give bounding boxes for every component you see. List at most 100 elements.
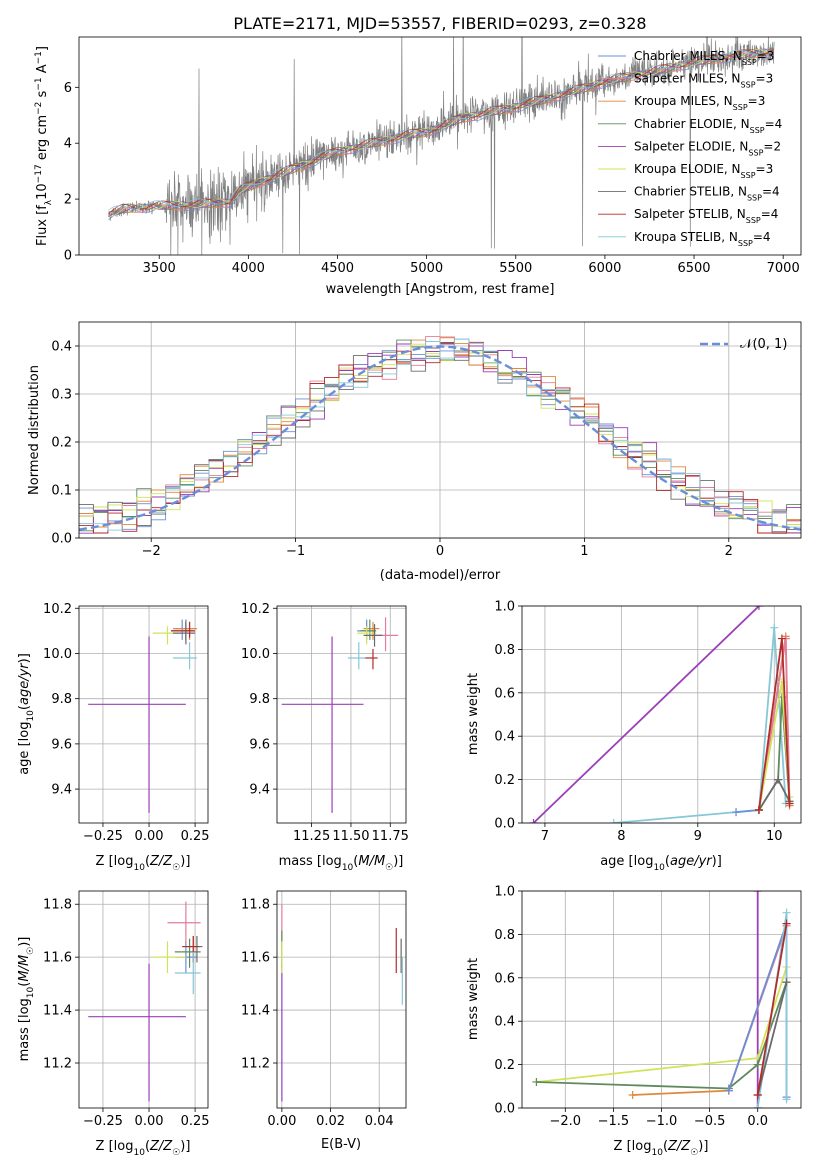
label-part: E(B-V) [321, 1137, 361, 1152]
legend-label: Kroupa STELIB, NSSP=4 [634, 230, 771, 248]
x-axis-label: (data-model)/error [380, 568, 501, 583]
weight-marker [785, 799, 794, 808]
weight-marker [770, 623, 779, 632]
weight-marker [753, 891, 762, 895]
label-part: age/yr [670, 854, 713, 869]
y-tick-label: 0.4 [494, 1015, 515, 1030]
y-tick-label: 9.8 [249, 692, 270, 707]
label-part: Z/Z [149, 1139, 173, 1154]
axes-frame [521, 605, 802, 824]
label-part: Kroupa MILES, N [634, 94, 733, 108]
y-tick-label: 0.0 [494, 817, 515, 832]
y-axis-label: mass weight [466, 958, 481, 1040]
plot-area [532, 891, 791, 1108]
label-part: age [log [600, 854, 653, 869]
weight-marker [782, 919, 791, 928]
label-part: Z [log [96, 1139, 134, 1154]
x-axis-label: Z [log10(Z/Z☉)] [96, 1139, 191, 1158]
x-tick-label: −1.0 [646, 1114, 678, 1129]
x-tick-label: 0.25 [181, 829, 210, 844]
label-part: Salpeter MILES, N [634, 72, 741, 86]
label-part: Z [log [614, 1139, 652, 1154]
label-part: SSP [742, 58, 757, 67]
label-part: s [35, 90, 50, 101]
y-tick-label: 11.6 [43, 951, 72, 966]
label-part: =3 [757, 49, 775, 63]
model-line-kroupa-miles [108, 48, 774, 214]
y-tick-label: 0.1 [51, 484, 72, 499]
label-part: SSP [747, 193, 762, 202]
weight-marker [724, 1086, 733, 1095]
y-tick-label: 11.8 [241, 898, 270, 913]
legend-label: Salpeter STELIB, NSSP=4 [634, 207, 778, 225]
y-tick-label: 11.4 [43, 1004, 72, 1019]
y-tick-label: 10.0 [43, 647, 72, 662]
legend-label: Salpeter MILES, NSSP=3 [634, 72, 773, 90]
y-tick-label: 10.0 [241, 647, 270, 662]
legend-label: Chabrier MILES, NSSP=3 [634, 49, 774, 67]
weight-marker [777, 634, 786, 643]
y-tick-label: 10.2 [241, 602, 270, 617]
legend-label: Kroupa ELODIE, NSSP=3 [634, 162, 773, 180]
y-tick-label: 0.4 [51, 340, 72, 355]
x-tick-label: 11.75 [372, 829, 409, 844]
label-part: 10 [26, 986, 36, 998]
grid [277, 606, 406, 823]
label-part: =3 [756, 72, 774, 86]
weight-marker [628, 1090, 637, 1099]
x-tick-label: 0.00 [135, 829, 164, 844]
label-part: Salpeter STELIB, N [634, 207, 746, 221]
label-part: mass [log [17, 998, 32, 1061]
axes-age-vs-Z: −0.25 0.00 0.259.49.69.810.010.2Z [log10(Z… [17, 602, 210, 873]
label-part: Chabrier MILES, N [634, 49, 742, 63]
label-part: wavelength [Angstrom, rest frame] [326, 282, 555, 297]
weight-line [756, 923, 788, 1096]
y-tick-label: 0.8 [494, 643, 515, 658]
y-tick-label: 11.2 [241, 1057, 270, 1072]
y-axis-label: Normed distribution [27, 365, 42, 495]
weight-line [536, 981, 788, 1090]
axes-frame [276, 605, 407, 824]
label-part: SSP [750, 125, 765, 134]
label-part: ☉ [172, 863, 180, 873]
plot-area [79, 336, 801, 534]
label-part: mass [log [279, 854, 342, 869]
gaussian-curve [79, 345, 801, 531]
weight-marker [754, 805, 763, 814]
x-tick-label: −1 [286, 544, 305, 559]
x-tick-label: 7 [541, 829, 549, 844]
label-part: )] [393, 854, 403, 869]
label-part: mass weight [466, 673, 481, 755]
grid [79, 891, 208, 1108]
x-tick-label: −0.25 [83, 1114, 123, 1129]
y-tick-label: 0.2 [51, 436, 72, 451]
model-line-salpeter-elodie [108, 48, 774, 215]
axes-mass-vs-ebv: 0.00 0.02 0.04 11.2 11.4 11.6 11.8 E(B-V) [241, 890, 407, 1152]
y-tick-label: 10.2 [43, 602, 72, 617]
label-part: −2 [34, 102, 44, 115]
x-axis-label: Z [log10(Z/Z☉)] [614, 1139, 709, 1158]
plot-area [281, 904, 403, 1102]
plot-area [529, 606, 794, 823]
y-tick-label: 1.0 [494, 885, 515, 900]
label-part: Normed distribution [27, 365, 42, 495]
label-part: SSP [741, 171, 756, 180]
label-part: ( [665, 854, 670, 869]
label-part: Flux [f [35, 205, 50, 246]
label-part: Chabrier ELODIE, N [634, 117, 750, 131]
axes-frame [78, 36, 802, 256]
x-tick-label: 1 [580, 544, 588, 559]
label-part: Kroupa STELIB, N [634, 230, 738, 244]
legend-label: Kroupa MILES, NSSP=3 [634, 94, 765, 112]
grid [79, 606, 208, 823]
weight-line [756, 981, 788, 1096]
model-line-chabrier-stelib [108, 49, 774, 217]
label-part: 10 [133, 1148, 145, 1158]
label-part: ] [35, 46, 50, 51]
weight-line [613, 627, 787, 823]
residual-histogram-salpeter-miles [79, 336, 801, 534]
label-part: SSP [741, 80, 756, 89]
label-part: ☉ [385, 863, 393, 873]
